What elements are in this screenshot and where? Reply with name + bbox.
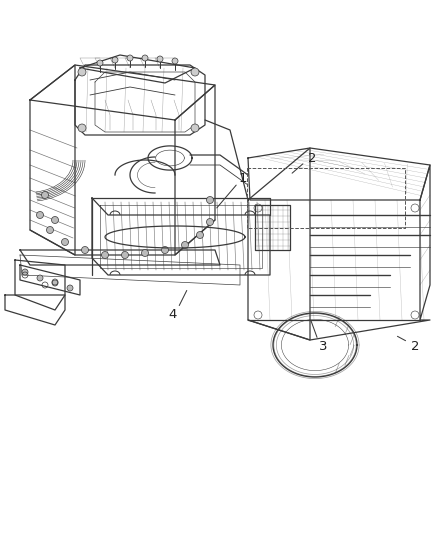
Text: 1: 1	[239, 172, 247, 184]
Circle shape	[37, 275, 43, 281]
Circle shape	[81, 246, 88, 254]
Circle shape	[61, 238, 68, 246]
Circle shape	[46, 227, 53, 233]
Text: 2: 2	[411, 340, 419, 352]
Circle shape	[141, 249, 148, 256]
Text: 2: 2	[308, 151, 316, 165]
Circle shape	[206, 197, 213, 204]
Circle shape	[67, 285, 73, 291]
Circle shape	[52, 216, 59, 223]
Text: 3: 3	[319, 341, 327, 353]
Circle shape	[127, 55, 133, 61]
Text: 4: 4	[169, 308, 177, 320]
Circle shape	[157, 56, 163, 62]
Circle shape	[206, 219, 213, 225]
Circle shape	[78, 68, 86, 76]
Circle shape	[112, 57, 118, 63]
Circle shape	[191, 124, 199, 132]
Circle shape	[181, 241, 188, 248]
Circle shape	[142, 55, 148, 61]
Circle shape	[162, 246, 169, 254]
Circle shape	[52, 280, 58, 286]
Circle shape	[191, 68, 199, 76]
Circle shape	[97, 60, 103, 66]
Circle shape	[36, 212, 43, 219]
Circle shape	[78, 124, 86, 132]
Circle shape	[22, 269, 28, 275]
Circle shape	[172, 58, 178, 64]
Circle shape	[42, 191, 49, 198]
Circle shape	[197, 231, 204, 238]
Circle shape	[102, 252, 109, 259]
Circle shape	[121, 252, 128, 259]
